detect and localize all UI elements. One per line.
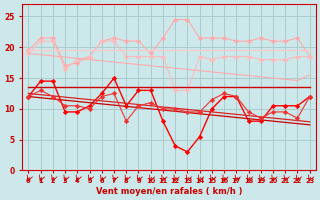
X-axis label: Vent moyen/en rafales ( km/h ): Vent moyen/en rafales ( km/h ) <box>96 187 242 196</box>
